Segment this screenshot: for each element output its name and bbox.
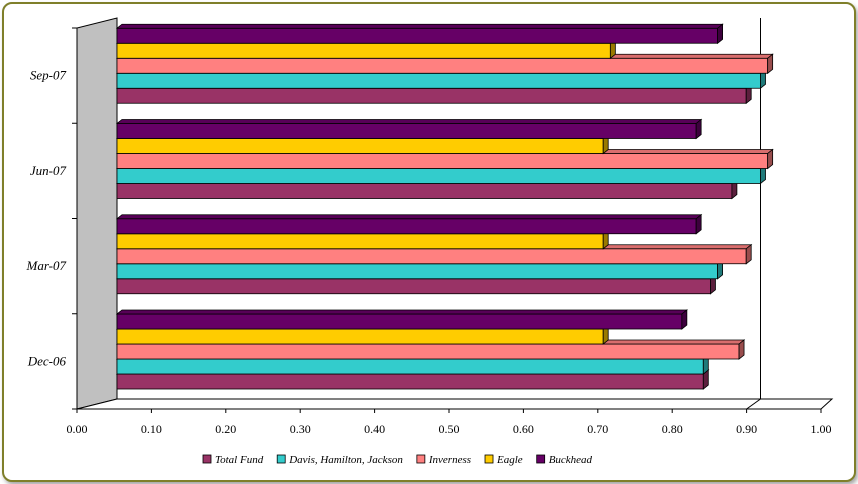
x-tick-label: 1.00 <box>811 422 832 436</box>
bars <box>115 23 774 390</box>
category-label: Dec-06 <box>27 353 67 368</box>
side-wall <box>76 17 118 410</box>
category-label: Mar-07 <box>26 258 67 273</box>
legend-swatch <box>202 454 212 464</box>
x-tick-label: 0.20 <box>215 422 236 436</box>
legend-label: Eagle <box>496 454 523 466</box>
x-tick-label: 0.90 <box>736 422 757 436</box>
bar-buckhead-dec-06 <box>115 309 688 330</box>
legend-label: Total Fund <box>215 454 264 466</box>
bar-buckhead-mar-07 <box>115 213 703 235</box>
legend-swatch <box>416 454 426 464</box>
chart-walls <box>76 17 834 410</box>
legend-item-inverness: Inverness <box>416 454 471 466</box>
legend-label: Davis, Hamilton, Jackson <box>288 454 403 466</box>
x-tick-label: 0.40 <box>364 422 385 436</box>
category-label: Sep-07 <box>30 68 67 83</box>
bar-buckhead-sep-07 <box>115 23 724 45</box>
legend-item-davis-hamilton-jackson: Davis, Hamilton, Jackson <box>276 454 403 466</box>
legend-item-buckhead: Buckhead <box>536 454 593 466</box>
legend-swatch <box>276 454 286 464</box>
legend-label: Inverness <box>428 454 471 466</box>
bar-buckhead-jun-07 <box>115 118 703 140</box>
x-tick-label: 0.00 <box>67 422 88 436</box>
x-tick-label: 0.50 <box>439 422 460 436</box>
x-tick-label: 0.30 <box>290 422 311 436</box>
category-label: Jun-07 <box>30 163 67 178</box>
category-labels: Dec-06 Mar-07 Jun-07 Sep-07 <box>26 68 67 369</box>
gridline-0.90-floor <box>746 398 761 410</box>
legend-swatch <box>536 454 546 464</box>
legend-item-eagle: Eagle <box>484 454 523 466</box>
x-axis-ticks: 0.00 0.10 0.20 0.30 0.40 0.50 0.60 0.70 0.80 0.90… <box>67 409 832 436</box>
x-tick-label: 0.10 <box>141 422 162 436</box>
legend-swatch <box>484 454 494 464</box>
legend-item-total-fund: Total Fund <box>202 454 264 466</box>
x-tick-label: 0.60 <box>513 422 534 436</box>
legend-label: Buckhead <box>549 454 593 466</box>
floor <box>76 398 834 410</box>
x-tick-label: 0.70 <box>587 422 608 436</box>
x-tick-label: 0.80 <box>662 422 683 436</box>
legend: Total Fund Davis, Hamilton, Jackson Invern… <box>202 454 593 466</box>
